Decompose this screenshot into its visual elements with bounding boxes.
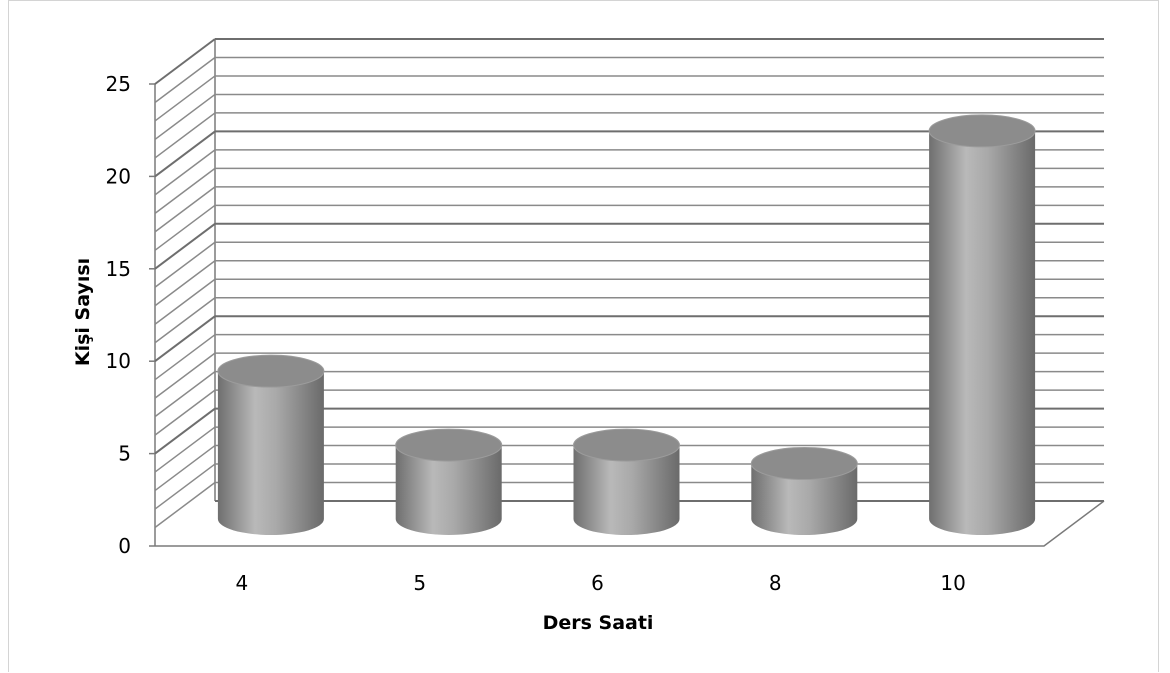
- gridline-side: [154, 481, 216, 529]
- bar-cylinder: [750, 447, 858, 535]
- x-tick-label: 6: [591, 571, 604, 595]
- chart-walls: [154, 39, 1105, 547]
- gridline-side: [154, 371, 216, 418]
- bar-cylinder-body: [217, 371, 324, 535]
- gridline-side: [154, 223, 216, 270]
- y-tick-label: 10: [106, 349, 131, 373]
- x-axis-ticks: 4 5 6 8 10: [236, 571, 966, 595]
- chart-frame: [8, 0, 1159, 672]
- gridline-side: [154, 463, 216, 510]
- bar-cylinder-body: [395, 445, 502, 535]
- gridline-side: [154, 426, 216, 473]
- bar-cylinder-body: [929, 130, 1036, 536]
- gridline-side: [154, 315, 216, 363]
- x-tick-label: 4: [236, 571, 249, 595]
- gridline-side: [154, 112, 216, 159]
- gridline-side: [154, 407, 216, 455]
- y-tick-label: 15: [106, 257, 131, 281]
- gridline-side: [154, 297, 216, 344]
- bar-cylinder-top: [750, 447, 858, 481]
- gridline-side: [154, 278, 216, 325]
- gridline-side: [154, 334, 216, 381]
- gridline-side: [154, 352, 216, 399]
- gridline-side: [154, 93, 216, 141]
- gridline-side: [154, 204, 216, 251]
- gridline-side: [154, 260, 216, 307]
- gridline-side: [154, 75, 216, 122]
- y-axis-title: Kişi Sayısı: [72, 258, 94, 366]
- bar-cylinder-body: [573, 445, 680, 535]
- y-axis-ticks: 0 5 10 15 20 25: [106, 72, 155, 558]
- bar-cylinder-top: [395, 428, 503, 462]
- x-tick-label: 5: [413, 571, 426, 595]
- bars: [217, 114, 1036, 536]
- x-axis-title: Ders Saati: [543, 612, 654, 634]
- gridline-side: [154, 444, 216, 492]
- gridline-side: [154, 130, 216, 178]
- gridline-side: [154, 241, 216, 288]
- gridline-side: [154, 167, 216, 214]
- gridline-side: [154, 149, 216, 196]
- y-tick-label: 20: [106, 164, 131, 188]
- bar-cylinder-body: [751, 463, 858, 535]
- gridline-side: [154, 38, 216, 85]
- bar-cylinder: [217, 354, 325, 535]
- x-tick-label: 8: [769, 571, 782, 595]
- x-tick-label: 10: [940, 571, 965, 595]
- bar-cylinder-top: [573, 428, 680, 462]
- floor-edge: [155, 500, 1105, 547]
- y-tick-label: 25: [106, 72, 131, 96]
- gridline-side: [154, 56, 216, 104]
- y-tick-label: 5: [118, 442, 131, 466]
- gridline-side: [154, 186, 216, 233]
- bar-cylinder: [573, 428, 680, 535]
- bar-cylinder: [928, 114, 1036, 536]
- bar-cylinder-top: [928, 114, 1036, 148]
- y-tick-label: 0: [118, 534, 131, 558]
- bar-cylinder: [395, 428, 503, 535]
- bar-cylinder-top: [217, 354, 325, 388]
- gridline-side: [154, 389, 216, 436]
